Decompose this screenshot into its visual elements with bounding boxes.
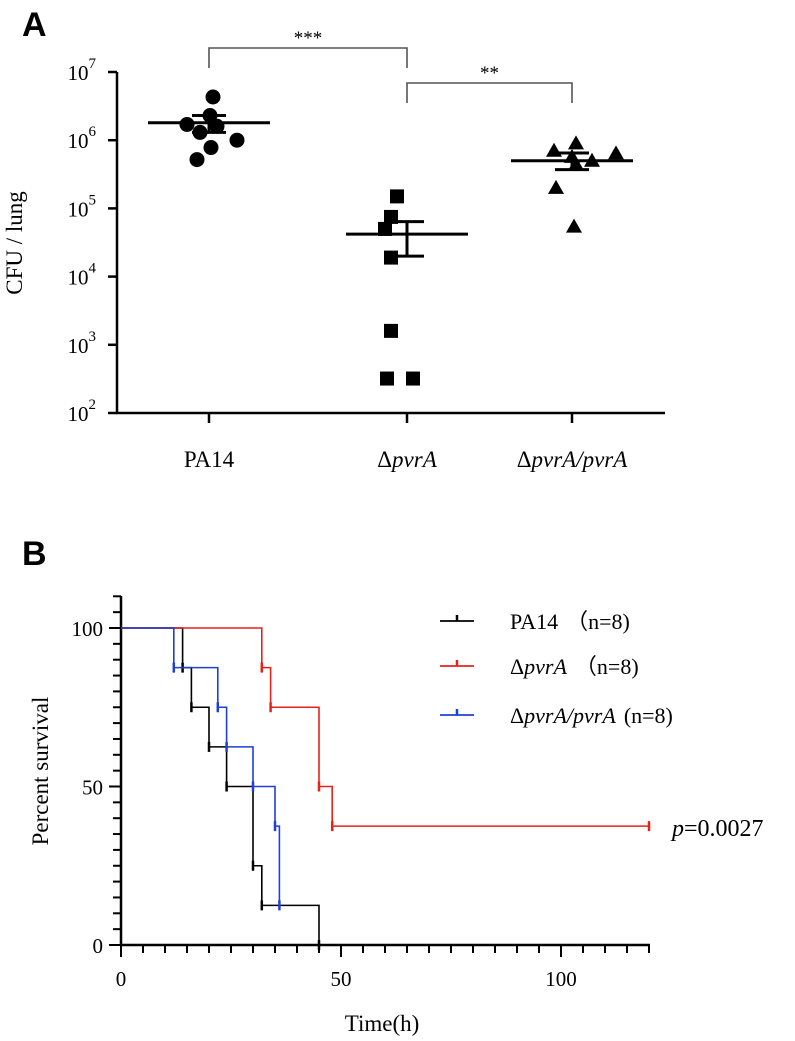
legend-prefix: Δ <box>510 654 524 679</box>
legend-label: ΔpvrA （n=8) <box>510 654 639 679</box>
b-y-axis-title: Percent survival <box>28 697 53 846</box>
data-point-triangle <box>608 145 624 160</box>
p-value-text: =0.0027 <box>684 816 764 842</box>
data-point-triangle <box>546 142 562 157</box>
a-y-axis-title: CFU / lung <box>2 191 27 295</box>
survival-chart: Percent survival Time(h) 0 50 100 0 50 100 PA… <box>28 595 764 1036</box>
b-y-tick-label: 50 <box>82 776 103 800</box>
significance-label: *** <box>294 28 323 49</box>
p-value-annotation: p=0.0027 <box>670 816 764 842</box>
a-category-italic: pvrA/pvrA <box>529 447 628 472</box>
data-point-circle <box>229 132 245 148</box>
legend-label: PA14 （n=8) <box>510 609 630 634</box>
a-y-tick-base: 10 <box>68 61 89 85</box>
data-point-square <box>390 189 404 204</box>
a-y-tick-base: 10 <box>68 402 89 426</box>
b-x-tick-label: 100 <box>545 967 577 991</box>
data-point-triangle <box>568 135 584 150</box>
a-y-tick-exponent: 4 <box>89 261 97 277</box>
b-y-tick-label: 100 <box>72 617 104 641</box>
survival-curve <box>121 627 320 945</box>
significance-label: ** <box>480 63 499 84</box>
a-category-label: PA14 <box>184 447 235 472</box>
data-point-triangle <box>566 218 582 233</box>
a-category-italic: pvrA <box>390 447 438 472</box>
significance-bracket <box>208 47 408 68</box>
a-y-tick-base: 10 <box>68 129 89 153</box>
a-y-tick-exponent: 6 <box>89 124 97 140</box>
data-point-circle <box>189 152 205 168</box>
legend-label: ΔpvrA/pvrA (n=8) <box>510 703 673 728</box>
data-point-square <box>406 371 420 386</box>
a-category-label: ΔpvrA <box>377 447 437 472</box>
a-y-tick-label: 104 <box>68 261 97 290</box>
legend-suffix: PA14 <box>510 609 558 634</box>
a-y-tick-base: 10 <box>68 197 89 221</box>
b-x-axis-title: Time(h) <box>345 1011 420 1036</box>
legend-prefix: Δ <box>510 703 524 728</box>
significance-bracket <box>406 82 573 103</box>
panel-b-letter: B <box>22 535 47 573</box>
a-y-tick-base: 10 <box>68 334 89 358</box>
legend-italic: pvrA <box>522 654 567 679</box>
a-y-tick-label: 106 <box>68 124 97 153</box>
legend-n-label: （n=8) <box>566 609 630 634</box>
a-category-suffix: PA14 <box>184 447 235 472</box>
b-x-tick-label: 0 <box>116 967 127 991</box>
survival-curve <box>121 627 649 827</box>
data-point-square <box>378 221 392 236</box>
a-y-tick-exponent: 5 <box>89 192 97 208</box>
b-y-tick-label: 0 <box>93 934 104 958</box>
survival-curve <box>121 627 281 906</box>
legend-n-label: （n=8) <box>575 654 639 679</box>
data-point-circle <box>203 140 219 156</box>
data-point-square <box>384 250 398 265</box>
a-category-label: ΔpvrA/pvrA <box>517 447 629 472</box>
data-point-square <box>384 323 398 338</box>
a-y-tick-label: 103 <box>68 329 97 358</box>
a-y-tick-exponent: 2 <box>89 397 97 413</box>
legend-italic: pvrA/pvrA <box>522 703 616 728</box>
panel-a-letter: A <box>22 6 47 44</box>
a-y-tick-exponent: 3 <box>89 329 97 345</box>
p-value-symbol: p <box>670 816 684 842</box>
data-point-circle <box>205 89 221 105</box>
data-point-square <box>380 371 394 386</box>
a-y-tick-base: 10 <box>68 266 89 290</box>
a-y-tick-label: 105 <box>68 192 97 221</box>
data-point-triangle <box>548 179 564 194</box>
a-y-tick-label: 102 <box>68 397 97 426</box>
a-category-prefix: Δ <box>377 447 392 472</box>
a-category-prefix: Δ <box>517 447 532 472</box>
legend-n-label: (n=8) <box>624 703 673 728</box>
a-y-tick-exponent: 7 <box>89 56 97 72</box>
a-y-tick-label: 107 <box>68 56 97 85</box>
b-x-tick-label: 50 <box>331 967 352 991</box>
data-point-circle <box>179 116 195 132</box>
